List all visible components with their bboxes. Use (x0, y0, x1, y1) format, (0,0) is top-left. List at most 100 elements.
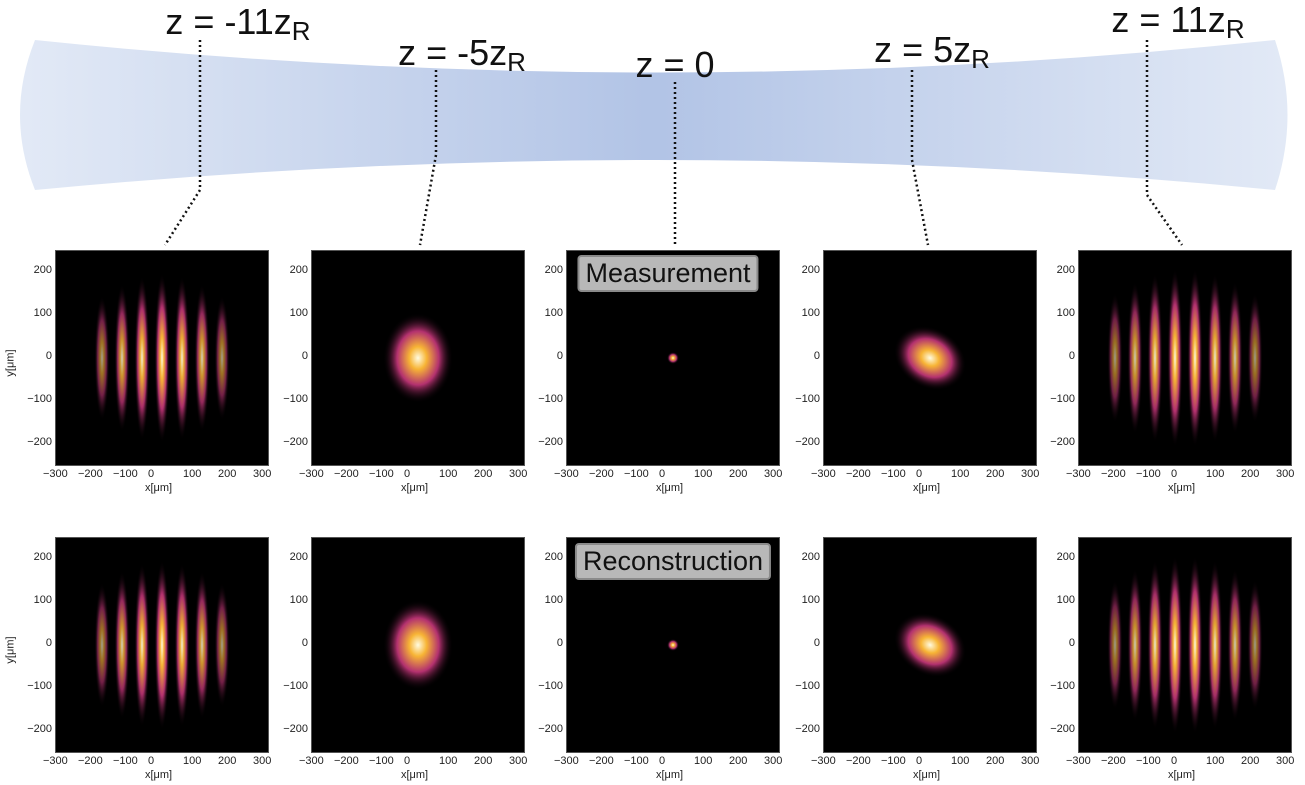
leader-lines (163, 40, 1184, 246)
measurement-panel-3 (823, 250, 1037, 466)
x-tick-label: −100 (369, 755, 394, 767)
z-label-plus-11: z = 11zR (1111, 0, 1245, 44)
x-tick-label: 200 (218, 468, 237, 480)
y-tick-label: −100 (795, 680, 820, 692)
y-tick-label: 0 (301, 637, 308, 649)
y-tick-label: −100 (1050, 680, 1075, 692)
x-tick-label: 200 (218, 755, 237, 767)
x-tick-label: 0 (148, 468, 155, 480)
fringe (94, 582, 110, 708)
x-tick-label: −300 (1066, 468, 1091, 480)
beam-spot (893, 325, 967, 391)
x-tick-label: −100 (1136, 468, 1161, 480)
y-tick-label: −100 (27, 680, 52, 692)
fringe (134, 562, 150, 728)
intensity-image (94, 560, 230, 730)
x-tick-label: 200 (986, 755, 1005, 767)
fringe (214, 582, 230, 708)
y-tick-label: 200 (544, 264, 563, 276)
fringe (194, 570, 210, 720)
fringe (1207, 560, 1223, 730)
x-tick-label: 100 (951, 468, 970, 480)
x-tick-label: −200 (1101, 468, 1126, 480)
y-tick-label: 100 (33, 594, 52, 606)
x-tick-label: 0 (916, 468, 923, 480)
y-tick-label: −200 (1050, 723, 1075, 735)
y-tick-label: −200 (27, 723, 52, 735)
fringe (1227, 568, 1243, 722)
x-tick-label: −100 (369, 468, 394, 480)
y-tick-label: 100 (1056, 307, 1075, 319)
fringe (1247, 579, 1263, 711)
x-axis-label: x[μm] (401, 769, 429, 781)
beam-spot (667, 639, 679, 651)
y-tick-label: 200 (1056, 551, 1075, 563)
fringe (214, 295, 230, 421)
measurement-panel-0 (55, 250, 269, 466)
x-tick-label: 0 (148, 755, 155, 767)
y-tick-label: 200 (289, 551, 308, 563)
y-tick-label: −100 (538, 680, 563, 692)
fringe (114, 283, 130, 433)
y-tick-label: 100 (289, 594, 308, 606)
x-tick-label: −300 (554, 755, 579, 767)
x-tick-label: −200 (334, 755, 359, 767)
y-tick-label: 100 (544, 594, 563, 606)
fringe (1167, 268, 1183, 448)
x-tick-label: 300 (509, 755, 528, 767)
x-tick-label: 200 (986, 468, 1005, 480)
fringe (1127, 568, 1143, 722)
y-tick-label: 100 (33, 307, 52, 319)
y-tick-label: 200 (33, 551, 52, 563)
y-tick-label: −200 (538, 723, 563, 735)
y-tick-label: 200 (1056, 264, 1075, 276)
x-axis-label: x[μm] (913, 769, 941, 781)
fringe (1247, 292, 1263, 424)
fringe (114, 570, 130, 720)
x-tick-label: 200 (729, 468, 748, 480)
y-tick-label: 200 (801, 264, 820, 276)
y-tick-label: −200 (283, 436, 308, 448)
x-tick-label: 200 (474, 755, 493, 767)
x-axis-label: x[μm] (656, 769, 684, 781)
z-label-zero: z = 0 (635, 44, 715, 85)
fringe (1107, 579, 1123, 711)
x-tick-label: 300 (1276, 755, 1295, 767)
x-tick-label: 100 (1206, 755, 1225, 767)
x-tick-label: 300 (253, 755, 272, 767)
x-tick-label: −200 (334, 468, 359, 480)
fringe (1147, 560, 1163, 730)
fringe (154, 273, 170, 443)
intensity-image (667, 639, 679, 651)
fringe (134, 275, 150, 441)
x-tick-label: 300 (764, 468, 783, 480)
fringe (194, 283, 210, 433)
x-tick-label: 300 (1021, 755, 1040, 767)
x-tick-label: 100 (694, 755, 713, 767)
x-tick-label: −200 (1101, 755, 1126, 767)
x-tick-label: 100 (183, 755, 202, 767)
measurement-label: Measurement (577, 255, 759, 292)
y-tick-label: 0 (301, 350, 308, 362)
x-tick-label: −300 (811, 468, 836, 480)
y-tick-label: 0 (45, 350, 52, 362)
x-tick-label: 200 (474, 468, 493, 480)
fringe (1187, 555, 1203, 735)
x-tick-label: −300 (1066, 755, 1091, 767)
x-tick-label: 200 (1241, 755, 1260, 767)
fringe (1147, 273, 1163, 443)
x-axis-label: x[μm] (145, 769, 173, 781)
x-tick-label: 300 (509, 468, 528, 480)
y-tick-label: −200 (795, 723, 820, 735)
x-tick-label: −100 (1136, 755, 1161, 767)
beam-spot (667, 352, 679, 364)
y-axis-label: y[μm] (4, 636, 17, 664)
gaussian-beam (20, 40, 1288, 190)
reconstruction-panel-0 (55, 537, 269, 753)
x-tick-label: −200 (78, 755, 103, 767)
fringe (94, 295, 110, 421)
x-tick-label: −200 (846, 755, 871, 767)
x-tick-label: 100 (694, 468, 713, 480)
x-axis-label: x[μm] (1168, 769, 1196, 781)
